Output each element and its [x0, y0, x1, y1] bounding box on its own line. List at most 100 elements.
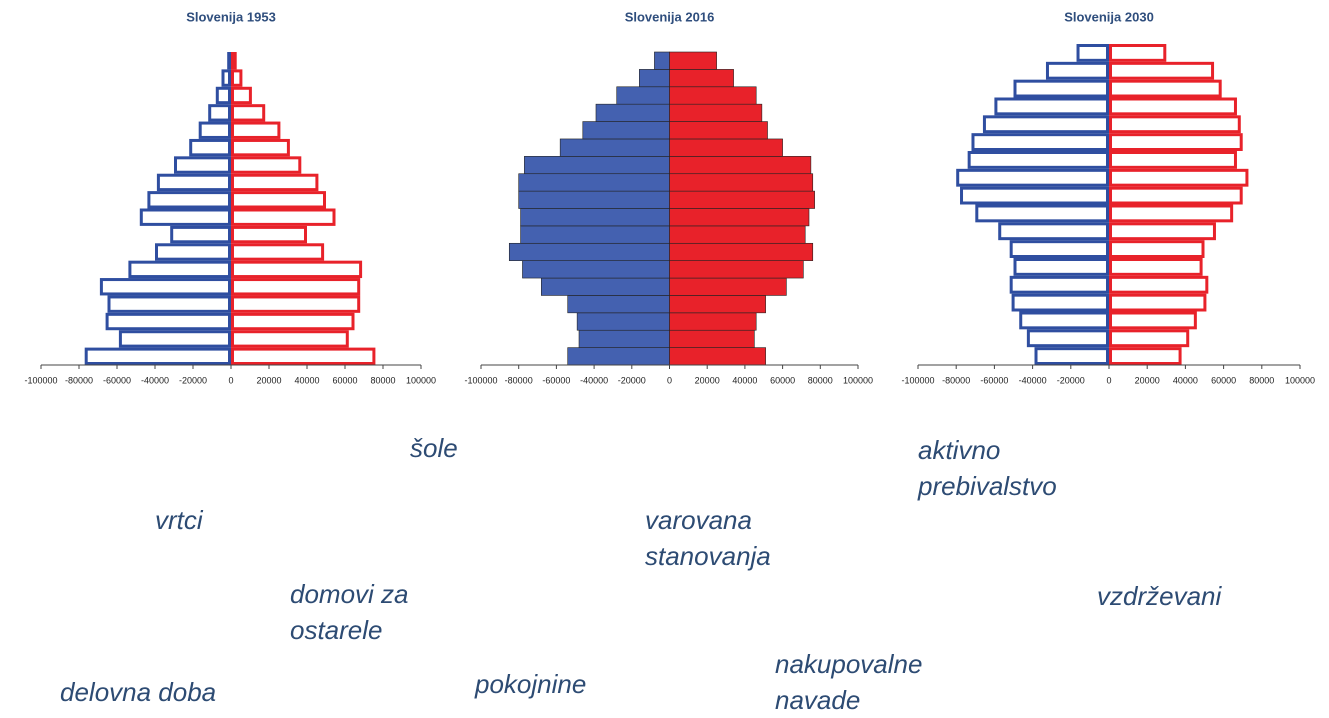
bar — [1109, 44, 1167, 62]
bar — [595, 103, 670, 122]
word: aktivno prebivalstvo — [918, 435, 1057, 501]
x-tick-label: 60000 — [1211, 375, 1236, 385]
bar — [1109, 258, 1203, 276]
bar — [155, 243, 231, 261]
bar — [231, 225, 307, 244]
chart-title: Slovenija 1953 — [186, 9, 276, 24]
bar — [221, 69, 231, 87]
bar — [139, 208, 231, 226]
bar — [669, 156, 812, 175]
x-tick-label: -20000 — [179, 375, 207, 385]
bar — [1009, 275, 1109, 294]
x-tick-label: -100000 — [464, 375, 497, 385]
bar — [576, 312, 670, 331]
x-tick-label: -60000 — [980, 375, 1008, 385]
x-tick-label: -20000 — [618, 375, 646, 385]
x-tick-label: 40000 — [732, 375, 757, 385]
x-tick-label: -60000 — [103, 375, 131, 385]
word: varovana stanovanja — [645, 505, 771, 571]
x-tick-label: -80000 — [942, 375, 970, 385]
bar — [1109, 115, 1241, 134]
bar — [84, 347, 231, 366]
bar — [508, 242, 670, 261]
bar — [231, 69, 243, 87]
word: domovi za ostarele — [290, 579, 409, 645]
bar — [1019, 311, 1109, 330]
bar — [616, 86, 670, 105]
bar — [982, 115, 1109, 134]
word: vrtci — [155, 505, 203, 535]
bar — [654, 51, 670, 70]
bar — [231, 173, 319, 192]
x-tick-label: 60000 — [332, 375, 357, 385]
bar — [147, 191, 231, 209]
bar — [1013, 79, 1109, 98]
bar — [1109, 186, 1243, 205]
bar — [669, 347, 766, 366]
bar — [227, 52, 231, 70]
chart-title: Slovenija 2016 — [625, 9, 715, 24]
bar — [567, 295, 670, 314]
bar — [559, 138, 670, 157]
bar — [198, 121, 231, 139]
bar — [669, 329, 755, 348]
bar — [998, 222, 1109, 241]
x-tick-label: -100000 — [24, 375, 57, 385]
bar — [1026, 329, 1109, 348]
bar — [567, 347, 670, 366]
bar — [669, 190, 815, 209]
bar — [578, 329, 670, 348]
word: vzdrževani — [1097, 581, 1222, 611]
bar — [960, 186, 1110, 205]
bar — [99, 278, 232, 296]
bar — [522, 260, 670, 279]
bar — [231, 156, 302, 174]
bar — [231, 260, 363, 279]
word: pokojnine — [475, 669, 587, 699]
x-tick-label: 100000 — [843, 375, 873, 385]
bar — [231, 347, 376, 366]
word: šole — [410, 433, 458, 463]
bar — [1013, 258, 1109, 276]
bar — [1109, 168, 1249, 187]
bar — [956, 168, 1110, 187]
bar — [1109, 275, 1209, 294]
bar — [1109, 79, 1222, 98]
x-tick-label: 80000 — [808, 375, 833, 385]
bar — [518, 173, 670, 192]
bar — [231, 121, 281, 139]
bar — [669, 242, 814, 261]
x-tick-label: -40000 — [1019, 375, 1047, 385]
bar — [128, 260, 231, 279]
bar — [518, 190, 670, 209]
bar — [669, 277, 787, 296]
bar — [1045, 61, 1109, 80]
x-tick-label: -40000 — [580, 375, 608, 385]
bar — [1109, 293, 1207, 312]
bar — [1011, 293, 1110, 312]
bar — [107, 295, 231, 313]
bar — [231, 138, 290, 157]
bar — [669, 103, 763, 122]
bar — [1034, 347, 1110, 365]
bar — [520, 208, 670, 227]
bar — [231, 104, 266, 122]
bar — [170, 225, 231, 244]
x-tick-label: 20000 — [256, 375, 281, 385]
x-tick-label: -80000 — [65, 375, 93, 385]
x-tick-label: -20000 — [1057, 375, 1085, 385]
x-tick-label: 40000 — [1173, 375, 1198, 385]
x-tick-label: -100000 — [901, 375, 934, 385]
bar — [669, 260, 804, 279]
bar — [231, 208, 336, 226]
x-tick-label: 0 — [667, 375, 672, 385]
bar — [1109, 240, 1205, 259]
bar — [1109, 222, 1216, 241]
bar — [669, 51, 717, 70]
bar — [639, 69, 670, 88]
bar — [1109, 347, 1182, 365]
bar — [975, 204, 1109, 223]
bar — [118, 330, 231, 348]
bar — [231, 312, 355, 331]
bar — [669, 208, 810, 227]
